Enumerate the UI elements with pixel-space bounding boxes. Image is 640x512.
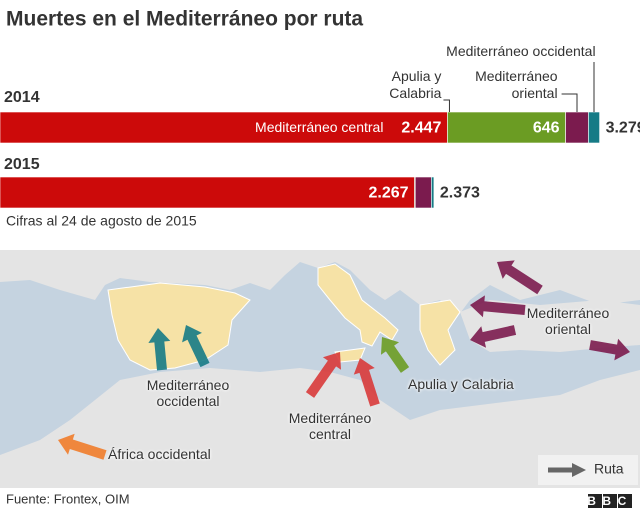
route-arrow — [589, 338, 630, 361]
logo-box — [603, 494, 617, 508]
bar-segment — [0, 111, 448, 144]
route-arrow — [58, 433, 107, 460]
legend-label: Ruta — [594, 461, 624, 477]
route-arrow — [353, 358, 380, 407]
value-label: 646 — [533, 120, 560, 137]
logo-box — [588, 494, 602, 508]
note: Cifras al 24 de agosto de 2015 — [6, 213, 197, 229]
route-arrow — [470, 295, 526, 318]
route-arrow — [148, 328, 171, 371]
map-label: Apulia y Calabria — [408, 376, 514, 392]
value-label: 2.447 — [401, 120, 441, 137]
bar-segment — [588, 111, 600, 144]
category-label: 2015 — [4, 156, 40, 173]
bar-segment — [447, 111, 566, 144]
spain — [107, 282, 251, 371]
source: Fuente: Frontex, OIM — [6, 491, 130, 506]
total-label: 3.279 — [606, 120, 640, 137]
logo-box — [618, 494, 632, 508]
legend-arrow-head — [572, 463, 586, 477]
series-label: Mediterráneo oriental — [475, 68, 558, 101]
greece — [419, 299, 461, 366]
total-label: 2.373 — [440, 185, 480, 202]
bar-segment — [431, 176, 435, 209]
bar-segment — [565, 111, 589, 144]
map-label: Mediterráneo central — [288, 410, 372, 442]
europe — [0, 250, 640, 320]
route-arrow — [182, 325, 210, 368]
route-arrow — [380, 337, 410, 373]
route-arrow — [497, 260, 543, 295]
leader-line — [443, 99, 450, 112]
map-label: Mediterráneo oriental — [526, 305, 610, 337]
route-arrow — [470, 325, 517, 348]
value-label: 2.267 — [368, 185, 408, 202]
map-label: Mediterráneo occidental — [146, 377, 230, 409]
map-label: África occidental — [108, 446, 211, 462]
africa — [0, 368, 640, 488]
map: Ruta — [0, 250, 640, 488]
route-arrow — [305, 352, 342, 398]
chart-title: Muertes en el Mediterráneo por ruta — [6, 8, 363, 31]
bar-segment — [0, 176, 415, 209]
category-label: 2014 — [4, 89, 40, 106]
series-label: Apulia y Calabria — [389, 68, 442, 101]
series-label: Mediterráneo central — [255, 119, 383, 135]
leader-line — [561, 93, 578, 112]
series-label: Mediterráneo occidental — [446, 43, 596, 59]
italy — [317, 263, 399, 347]
logo: BBC — [587, 494, 633, 508]
bar-segment — [414, 176, 432, 209]
